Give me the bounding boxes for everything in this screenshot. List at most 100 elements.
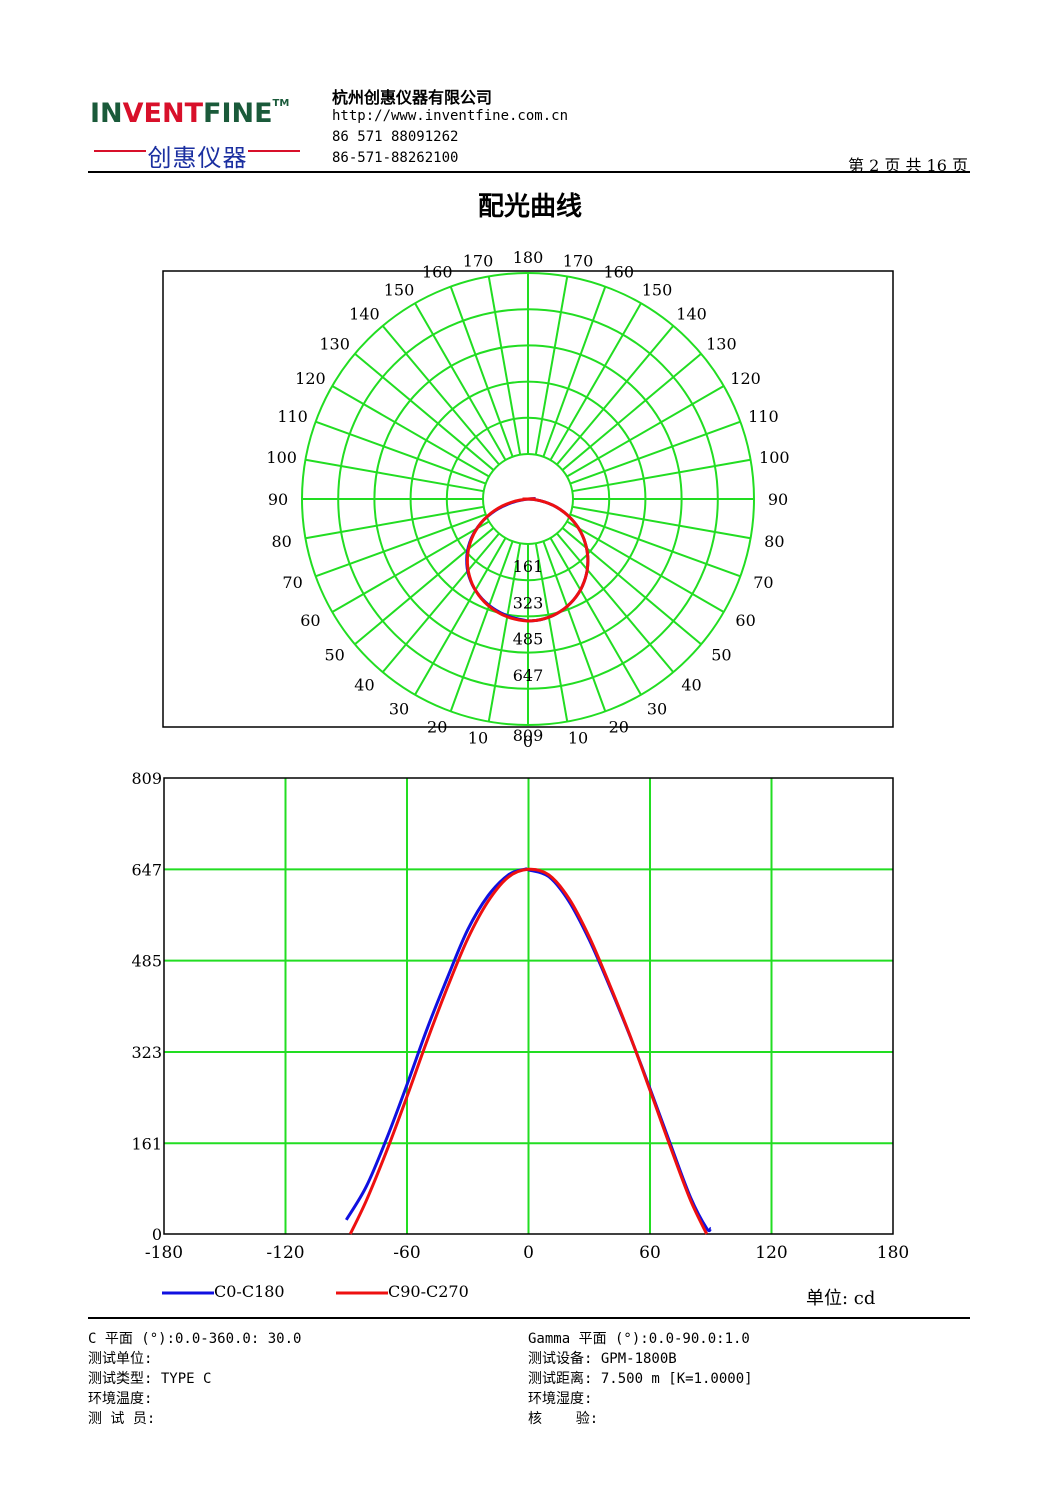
polar-angle-label: 80 — [764, 532, 784, 551]
cartesian-chart-frame — [163, 777, 894, 1235]
polar-angle-label: 70 — [753, 573, 773, 592]
polar-radial-label: 647 — [513, 666, 544, 685]
gamma-plane-info: Gamma 平面 (°):0.0-90.0:1.0 — [528, 1331, 750, 1347]
tester: 测 试 员: — [88, 1411, 156, 1427]
polar-spoke — [305, 458, 484, 493]
logo-chinese: 创惠仪器 — [147, 144, 248, 172]
polar-spoke — [572, 505, 751, 540]
polar-angle-label: 120 — [295, 369, 326, 388]
polar-angle-label: 170 — [463, 252, 494, 271]
polar-spoke — [549, 302, 642, 461]
x-tick-label: 120 — [755, 1243, 787, 1263]
polar-grid — [301, 272, 755, 726]
polar-spoke — [534, 543, 569, 722]
x-tick-label: -60 — [393, 1243, 420, 1263]
test-equipment: 测试设备: GPM-1800B — [528, 1351, 677, 1367]
y-tick-label: 161 — [131, 1134, 162, 1153]
cartesian-curve-c90-c270 — [348, 867, 709, 1235]
polar-spoke — [566, 520, 725, 613]
unit-label: 单位: cd — [806, 1288, 876, 1309]
polar-spoke — [542, 540, 607, 712]
y-tick-label: 809 — [131, 769, 162, 788]
page-title: 配光曲线 — [477, 192, 582, 222]
polar-angle-label: 20 — [427, 717, 447, 736]
footer-rule — [88, 1317, 970, 1319]
x-tick-label: -180 — [145, 1243, 183, 1263]
ambient-humidity: 环境湿度: — [528, 1391, 593, 1407]
header-rule — [88, 171, 970, 173]
polar-angle-label: 110 — [748, 407, 779, 426]
polar-angle-label: 70 — [282, 573, 302, 592]
polar-angle-label: 140 — [676, 305, 707, 324]
polar-angle-label: 150 — [642, 280, 673, 299]
polar-labels: 0 102030405060708090100110120130140150160… — [266, 248, 789, 751]
polar-angle-label: 80 — [271, 532, 291, 551]
polar-angle-label: 30 — [389, 700, 409, 719]
polar-spoke — [487, 543, 522, 722]
polar-angle-label: 20 — [609, 717, 629, 736]
polar-angle-label: 100 — [759, 448, 790, 467]
polar-spoke — [354, 352, 495, 471]
polar-angle-label: 0 — [523, 732, 533, 751]
test-type: 测试类型: TYPE C — [88, 1371, 212, 1387]
polar-radial-label: 161 — [513, 557, 544, 576]
polar-chart-frame — [162, 270, 894, 728]
cartesian-curves — [345, 867, 713, 1235]
polar-angle-label: 140 — [349, 305, 380, 324]
polar-angle-label: 130 — [706, 334, 737, 353]
test-unit: 测试单位: — [88, 1351, 153, 1367]
polar-spoke — [572, 458, 751, 493]
polar-curves — [465, 497, 590, 623]
polar-spoke — [381, 532, 500, 673]
polar-spoke — [449, 286, 514, 458]
polar-spoke — [331, 385, 490, 478]
polar-spoke — [487, 276, 522, 455]
polar-angle-label: 110 — [277, 407, 308, 426]
polar-spoke — [549, 537, 642, 696]
page-number: 第 2 页 共 16 页 — [848, 156, 968, 175]
polar-angle-label: 50 — [324, 646, 344, 665]
ambient-temperature: 环境温度: — [88, 1391, 153, 1407]
polar-spoke — [414, 537, 507, 696]
polar-radial-label: 485 — [513, 630, 544, 649]
polar-spoke — [561, 352, 702, 471]
y-tick-label: 647 — [131, 860, 162, 879]
x-tick-label: 0 — [523, 1243, 534, 1263]
y-tick-label: 0 — [152, 1225, 162, 1244]
polar-spoke — [331, 520, 490, 613]
polar-radial-label: 323 — [513, 593, 544, 612]
company-name: 杭州创惠仪器有限公司 — [332, 88, 493, 107]
x-tick-label: 60 — [639, 1243, 661, 1263]
logo-rule-left — [94, 150, 146, 152]
polar-angle-label: 60 — [735, 611, 755, 630]
cartesian-grid — [164, 778, 893, 1234]
company-phone-2: 86-571-88262100 — [332, 150, 459, 166]
polar-spoke — [449, 540, 514, 712]
x-tick-label: 180 — [877, 1243, 909, 1263]
logo-wordmark: INVENTFINETM — [90, 98, 290, 129]
legend-label-c0: C0-C180 — [214, 1282, 285, 1301]
polar-chart: 0 102030405060708090100110120130140150160… — [162, 248, 894, 751]
polar-spoke — [542, 286, 607, 458]
polar-angle-label: 90 — [768, 490, 788, 509]
polar-angle-label: 180 — [513, 248, 544, 267]
polar-angle-label: 30 — [647, 700, 667, 719]
cartesian-chart: -180 -120 -60 0 60 120 180 0 161 323 485 647 809 — [131, 769, 909, 1263]
company-phone-1: 86 571 88091262 — [332, 129, 459, 145]
y-tick-label: 485 — [131, 952, 162, 971]
polar-spoke — [315, 513, 487, 578]
polar-angle-label: 10 — [468, 728, 488, 747]
legend-label-c90: C90-C270 — [388, 1282, 469, 1301]
company-logo: INVENTFINETM 创惠仪器 — [90, 98, 310, 172]
polar-angle-label: 40 — [681, 675, 701, 694]
logo-rule-right — [248, 150, 300, 152]
polar-spoke — [305, 505, 484, 540]
polar-spoke — [569, 420, 741, 485]
legend — [162, 1291, 388, 1295]
polar-angle-label: 60 — [300, 611, 320, 630]
polar-angle-label: 130 — [319, 334, 350, 353]
polar-angle-label: 50 — [711, 646, 731, 665]
polar-spoke — [381, 325, 500, 466]
polar-radial-label: 809 — [513, 726, 544, 745]
polar-angle-label: 10 — [568, 728, 588, 747]
